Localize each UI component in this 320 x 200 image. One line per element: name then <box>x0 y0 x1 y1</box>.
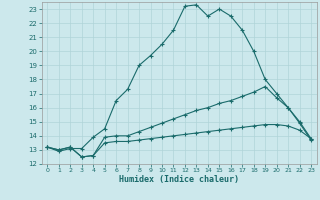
X-axis label: Humidex (Indice chaleur): Humidex (Indice chaleur) <box>119 175 239 184</box>
